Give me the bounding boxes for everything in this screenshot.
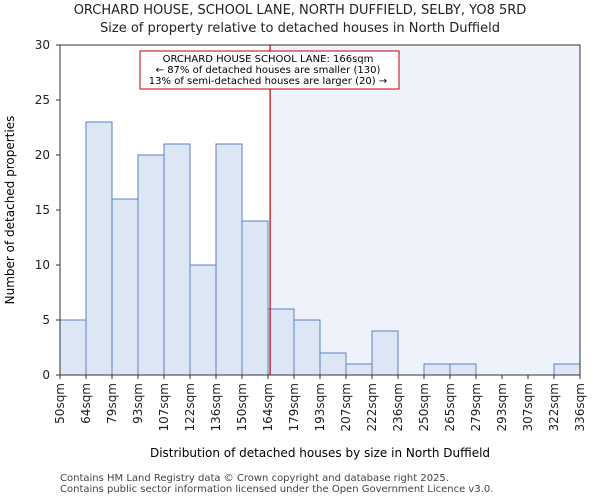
x-tick-label: 136sqm xyxy=(209,383,223,431)
histogram-bar xyxy=(163,143,191,376)
x-tick-label: 122sqm xyxy=(183,383,197,431)
x-tick-label: 279sqm xyxy=(469,383,483,431)
histogram-bar xyxy=(553,363,581,376)
x-tick-label: 265sqm xyxy=(443,383,457,431)
histogram-bar xyxy=(59,319,87,376)
title-line-1: ORCHARD HOUSE, SCHOOL LANE, NORTH DUFFIE… xyxy=(73,3,527,18)
x-tick-label: 336sqm xyxy=(573,383,587,431)
chart-title: ORCHARD HOUSE, SCHOOL LANE, NORTH DUFFIE… xyxy=(0,2,600,38)
histogram-bar xyxy=(371,330,399,376)
annotation-line-1: ORCHARD HOUSE SCHOOL LANE: 166sqm xyxy=(163,54,374,65)
histogram-bar xyxy=(241,220,269,376)
x-axis-label: Distribution of detached houses by size … xyxy=(150,446,490,460)
x-tick-label: 193sqm xyxy=(313,383,327,431)
histogram-bar xyxy=(215,143,243,376)
histogram-bar xyxy=(449,363,477,376)
title-line-2: Size of property relative to detached ho… xyxy=(100,21,500,36)
x-tick-label: 50sqm xyxy=(53,383,67,424)
footer-line-2: Contains public sector information licen… xyxy=(60,484,494,495)
x-tick-label: 150sqm xyxy=(235,383,249,431)
x-tick-label: 93sqm xyxy=(131,383,145,424)
histogram-bar xyxy=(189,264,217,376)
x-tick-label: 250sqm xyxy=(417,383,431,431)
y-tick-label: 15 xyxy=(35,203,50,217)
histogram-bar xyxy=(345,363,373,376)
y-tick-label: 30 xyxy=(35,38,50,52)
histogram-bar xyxy=(293,319,321,376)
x-tick-label: 179sqm xyxy=(287,383,301,431)
y-tick-label: 25 xyxy=(35,93,50,107)
x-tick-label: 107sqm xyxy=(157,383,171,431)
y-tick-label: 5 xyxy=(42,313,50,327)
x-tick-label: 322sqm xyxy=(547,383,561,431)
y-tick-label: 20 xyxy=(35,148,50,162)
annotation-line-2: ← 87% of detached houses are smaller (13… xyxy=(156,65,381,76)
x-tick-label: 64sqm xyxy=(79,383,93,424)
x-tick-label: 207sqm xyxy=(339,383,353,431)
x-tick-label: 293sqm xyxy=(495,383,509,431)
histogram-bar xyxy=(423,363,451,376)
histogram-bar xyxy=(137,154,165,376)
footer-line-1: Contains HM Land Registry data © Crown c… xyxy=(60,473,449,484)
histogram-bar xyxy=(319,352,347,376)
x-tick-label: 236sqm xyxy=(391,383,405,431)
x-tick-label: 307sqm xyxy=(521,383,535,431)
y-tick-label: 0 xyxy=(42,368,50,382)
larger-region-shade xyxy=(270,45,580,375)
x-tick-label: 79sqm xyxy=(105,383,119,424)
x-tick-label: 164sqm xyxy=(261,383,275,431)
y-axis-label: Number of detached properties xyxy=(3,116,17,305)
histogram-bar xyxy=(85,121,113,376)
annotation-line-3: 13% of semi-detached houses are larger (… xyxy=(149,76,387,87)
histogram-bar xyxy=(267,308,295,376)
x-tick-label: 222sqm xyxy=(365,383,379,431)
histogram-bar xyxy=(111,198,139,376)
y-tick-label: 10 xyxy=(35,258,50,272)
annotation-box: ORCHARD HOUSE SCHOOL LANE: 166sqm ← 87% … xyxy=(139,50,400,90)
